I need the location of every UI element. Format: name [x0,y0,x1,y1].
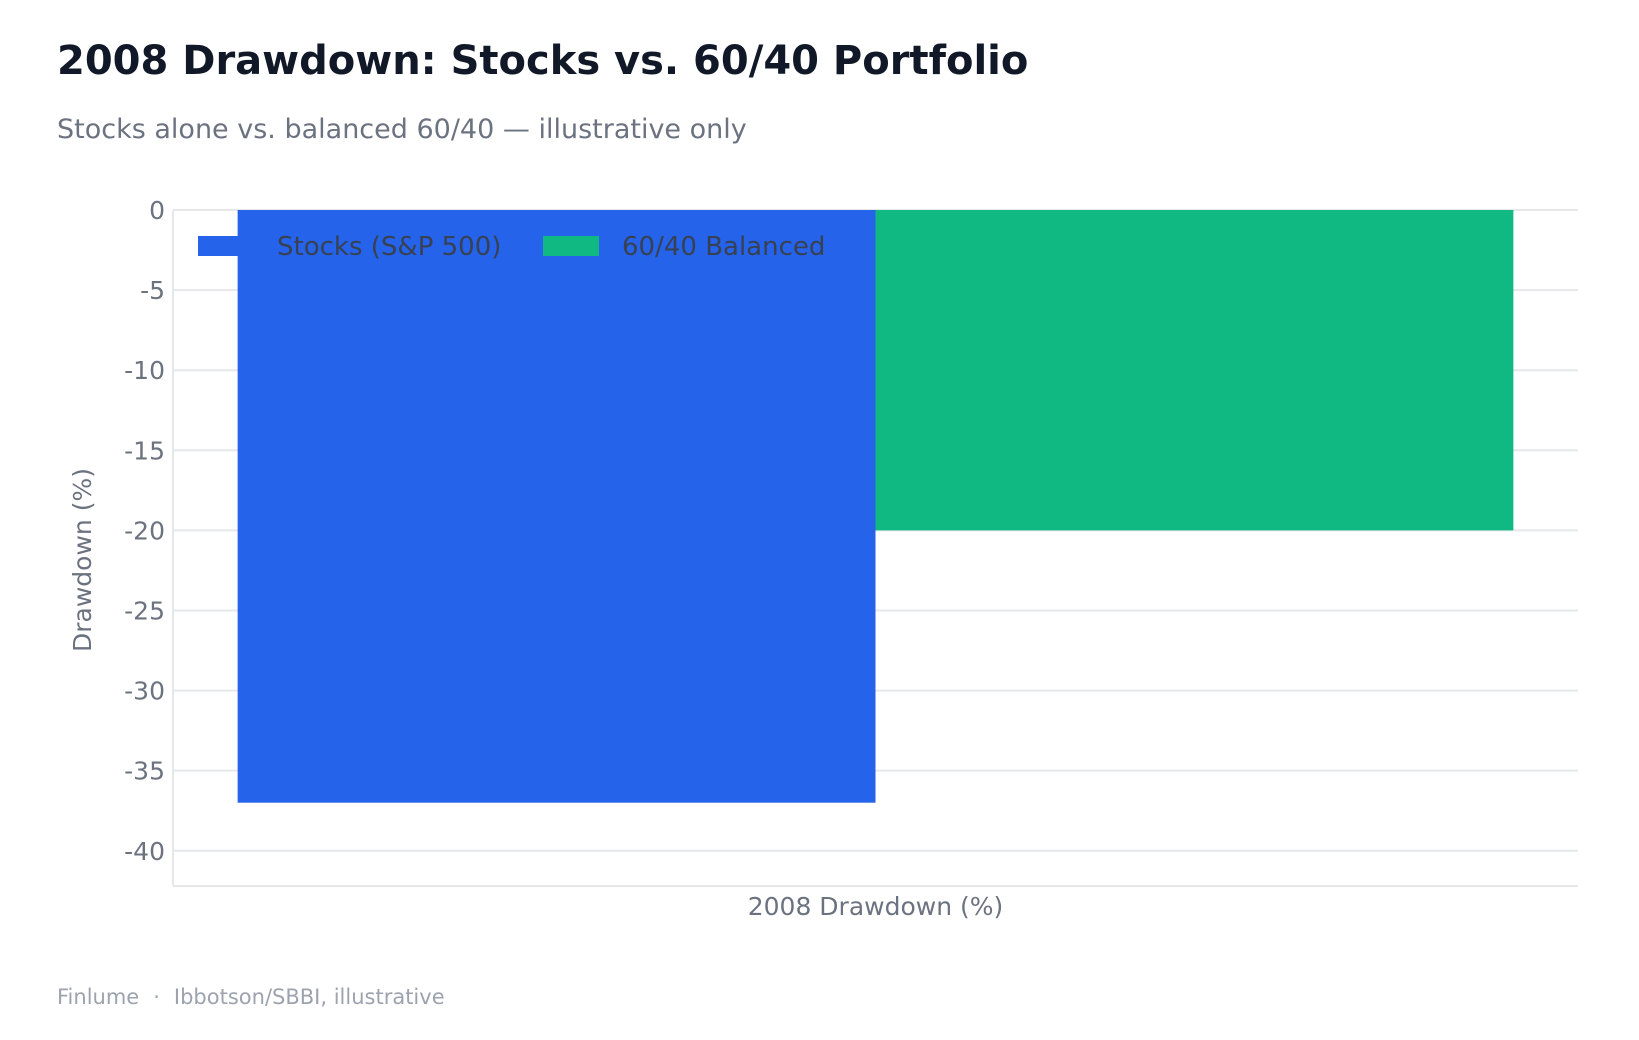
legend-swatch [543,236,599,256]
x-axis-label: 2008 Drawdown (%) [748,892,1004,921]
y-tick-label: -10 [124,356,165,385]
chart-subtitle: Stocks alone vs. balanced 60/40 — illust… [57,114,747,145]
y-tick-label: -5 [140,276,165,305]
chart-title: 2008 Drawdown: Stocks vs. 60/40 Portfoli… [57,38,1029,84]
legend-label: Stocks (S&P 500) [277,232,501,262]
y-tick-label: -35 [124,757,165,786]
y-tick-label: -15 [124,436,165,465]
bar [875,210,1514,531]
y-tick-label: -30 [124,677,165,706]
footer: Finlume · Ibbotson/SBBI, illustrative [57,985,445,1009]
y-tick-label: -25 [124,596,165,625]
y-axis-ticks: 0 -5 -10 -15 -20 -25 -30 -35 -40 [124,196,165,866]
y-tick-label: 0 [149,196,165,225]
legend-swatch [198,236,254,256]
y-tick-label: -20 [124,516,165,545]
footer-brand: Finlume [57,985,140,1009]
bars [237,210,1514,803]
footer-source: Ibbotson/SBBI, illustrative [173,985,445,1009]
legend-label: 60/40 Balanced [622,232,825,262]
footer-separator: · [153,985,160,1009]
y-tick-label: -40 [124,837,165,866]
bar [237,210,876,803]
legend: Stocks (S&P 500) 60/40 Balanced [198,232,825,262]
y-axis-label: Drawdown (%) [68,468,97,652]
